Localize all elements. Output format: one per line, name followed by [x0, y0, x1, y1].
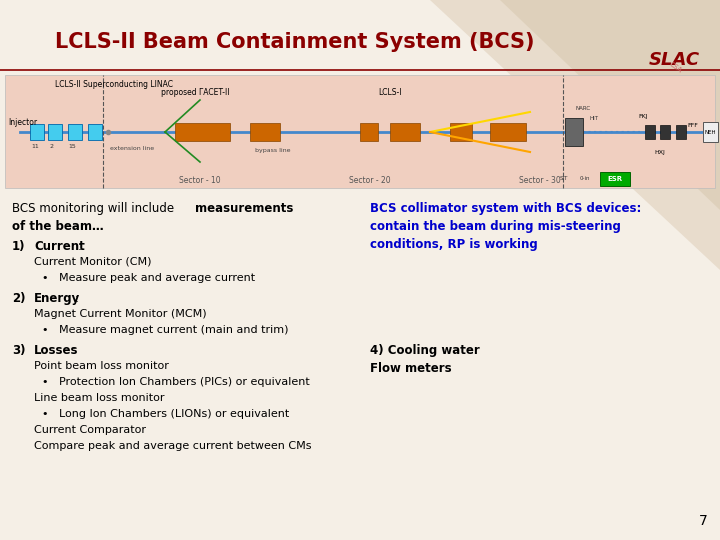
- Text: SIT: SIT: [560, 176, 568, 181]
- Text: Current: Current: [34, 240, 85, 253]
- Text: :: :: [75, 292, 79, 305]
- Bar: [175, 123, 230, 141]
- Bar: [490, 123, 526, 141]
- Bar: [660, 125, 670, 139]
- Text: 3): 3): [12, 344, 25, 357]
- Text: NEH: NEH: [704, 130, 716, 134]
- Text: :: :: [78, 240, 82, 253]
- Text: bypass line: bypass line: [255, 148, 290, 153]
- Text: Sector - 10: Sector - 10: [179, 176, 221, 185]
- Text: HIT: HIT: [590, 116, 599, 121]
- Text: 2): 2): [12, 292, 25, 305]
- Bar: [48, 124, 62, 140]
- Text: measurements: measurements: [195, 202, 293, 215]
- Text: LCLS-I: LCLS-I: [378, 88, 402, 97]
- Text: BCS monitoring will include: BCS monitoring will include: [12, 202, 178, 215]
- Bar: [565, 118, 583, 146]
- Text: Flow meters: Flow meters: [370, 362, 451, 375]
- Bar: [703, 122, 718, 142]
- Bar: [30, 124, 44, 140]
- Text: Line beam loss monitor: Line beam loss monitor: [34, 393, 164, 403]
- Text: •   Measure peak and average current: • Measure peak and average current: [42, 273, 255, 283]
- Polygon shape: [500, 0, 720, 210]
- Polygon shape: [430, 0, 720, 270]
- Text: Point beam loss monitor: Point beam loss monitor: [34, 361, 169, 371]
- Text: Sector - 30: Sector - 30: [519, 176, 561, 185]
- Text: LCLS-II Superconducting LINAC: LCLS-II Superconducting LINAC: [55, 80, 173, 89]
- Text: 11: 11: [31, 144, 39, 149]
- Text: HXJ: HXJ: [654, 150, 665, 155]
- Bar: [250, 123, 280, 141]
- Text: Magnet Current Monitor (MCM): Magnet Current Monitor (MCM): [34, 309, 207, 319]
- Text: BCS collimator system with BCS devices:: BCS collimator system with BCS devices:: [370, 202, 642, 215]
- Bar: [390, 123, 420, 141]
- Bar: [676, 125, 686, 139]
- Text: ESR: ESR: [608, 176, 623, 182]
- Bar: [68, 124, 82, 140]
- Text: conditions, RP is working: conditions, RP is working: [370, 238, 538, 251]
- Text: contain the beam during mis-steering: contain the beam during mis-steering: [370, 220, 621, 233]
- Text: FKJ: FKJ: [638, 114, 647, 119]
- Text: 1): 1): [12, 240, 25, 253]
- Text: Compare peak and average current between CMs: Compare peak and average current between…: [34, 441, 312, 451]
- Text: •   Measure magnet current (main and trim): • Measure magnet current (main and trim): [42, 325, 289, 335]
- Text: Losses: Losses: [34, 344, 78, 357]
- Text: Injector: Injector: [8, 118, 37, 127]
- Text: 4) Cooling water: 4) Cooling water: [370, 344, 480, 357]
- Text: 15: 15: [68, 144, 76, 149]
- Bar: [600, 172, 630, 186]
- Text: :: :: [72, 344, 76, 357]
- Text: extension line: extension line: [110, 146, 154, 151]
- Bar: [645, 125, 655, 139]
- Bar: [360, 123, 378, 141]
- Text: Energy: Energy: [34, 292, 80, 305]
- Text: SLAC: SLAC: [649, 51, 700, 69]
- Text: Sector - 20: Sector - 20: [349, 176, 391, 185]
- Text: of the beam…: of the beam…: [12, 220, 104, 233]
- Text: 0-in: 0-in: [580, 176, 590, 181]
- Text: 2: 2: [50, 144, 54, 149]
- Bar: [88, 124, 102, 140]
- Bar: [5, 75, 715, 188]
- Text: LCLS-II Beam Containment System (BCS): LCLS-II Beam Containment System (BCS): [55, 32, 534, 52]
- Text: Current Comparator: Current Comparator: [34, 425, 146, 435]
- Text: CSA: CSA: [668, 61, 683, 74]
- Text: •   Long Ion Chambers (LIONs) or equivalent: • Long Ion Chambers (LIONs) or equivalen…: [42, 409, 289, 419]
- Text: Current Monitor (CM): Current Monitor (CM): [34, 257, 151, 267]
- Text: proposed ΓACET-II: proposed ΓACET-II: [161, 88, 229, 97]
- Bar: [450, 123, 472, 141]
- Text: 7: 7: [699, 514, 708, 528]
- Text: NARC: NARC: [575, 106, 590, 111]
- Text: FFF: FFF: [688, 123, 698, 128]
- Text: •   Protection Ion Chambers (PICs) or equivalent: • Protection Ion Chambers (PICs) or equi…: [42, 377, 310, 387]
